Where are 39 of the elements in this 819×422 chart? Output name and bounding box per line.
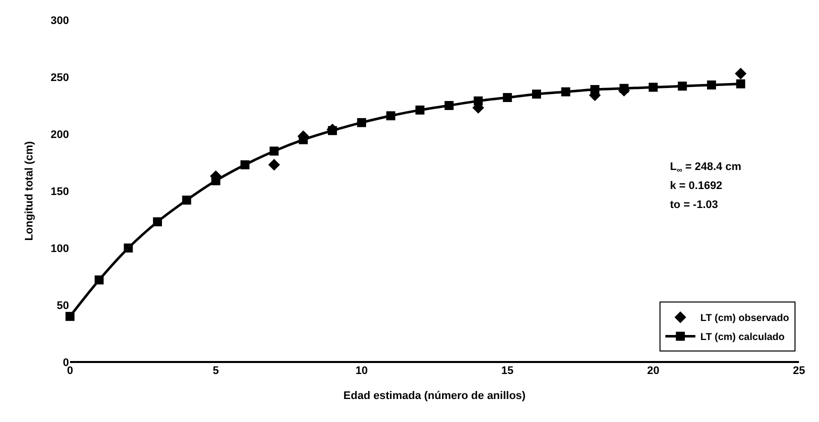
annotation: L$_{∞}$ = 248.4 cm bbox=[670, 161, 742, 174]
legend-label: LT (cm) calculado bbox=[700, 332, 785, 344]
point bbox=[678, 82, 687, 91]
annotation: to = -1.03 bbox=[670, 199, 718, 211]
x-axis-title: Edad estimada (número de anillos) bbox=[343, 390, 526, 402]
point bbox=[736, 79, 746, 88]
x-tick-label: 25 bbox=[792, 365, 806, 377]
x-tick-label: 10 bbox=[355, 365, 368, 377]
y-tick-label: 300 bbox=[50, 14, 69, 27]
point bbox=[124, 244, 133, 252]
point bbox=[648, 82, 658, 92]
point bbox=[268, 158, 280, 171]
annotation: k = 0.1692 bbox=[670, 180, 722, 192]
point bbox=[386, 111, 396, 120]
y-tick-label: 150 bbox=[50, 186, 69, 198]
point bbox=[561, 87, 570, 96]
point bbox=[182, 196, 192, 205]
point bbox=[502, 93, 512, 102]
point bbox=[270, 146, 279, 156]
x-tick-label: 15 bbox=[501, 365, 514, 377]
point bbox=[152, 217, 162, 226]
point bbox=[357, 118, 366, 128]
point bbox=[532, 90, 542, 99]
legend-label: LT (cm) observado bbox=[700, 313, 790, 324]
point bbox=[415, 106, 424, 115]
point bbox=[66, 312, 74, 321]
point bbox=[240, 160, 250, 170]
y-tick-label: 50 bbox=[56, 300, 69, 312]
point bbox=[707, 80, 716, 90]
point bbox=[734, 68, 747, 80]
x-tick-label: 5 bbox=[212, 365, 219, 377]
y-tick-label: 0 bbox=[62, 356, 69, 369]
y-tick-label: 250 bbox=[50, 72, 69, 84]
point bbox=[444, 101, 454, 110]
x-tick-label: 20 bbox=[647, 365, 660, 377]
y-tick-label: 200 bbox=[50, 128, 69, 141]
y-axis-title: Longitud total (cm) bbox=[23, 140, 36, 241]
y-tick-label: 100 bbox=[50, 242, 69, 255]
point bbox=[94, 275, 104, 284]
